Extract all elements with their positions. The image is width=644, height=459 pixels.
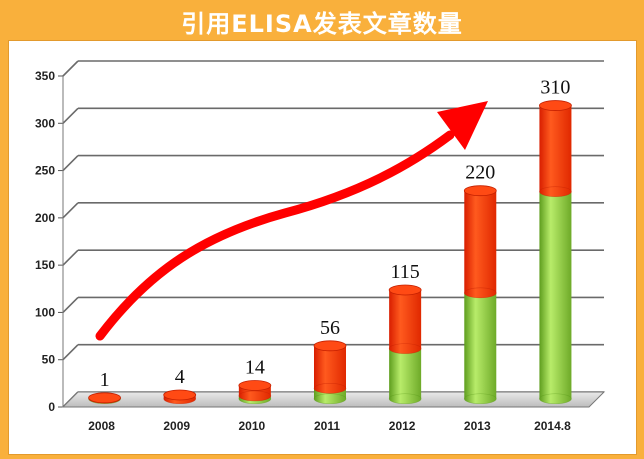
y-tick-label: 250 [35, 164, 55, 178]
bar-top [463, 185, 497, 197]
trend-arrow-shaft [95, 130, 455, 341]
bar-green [539, 191, 572, 404]
value-label: 4 [175, 366, 185, 388]
bar-segment-edge [463, 287, 497, 299]
y-tick-label: 0 [48, 400, 55, 414]
bar-top [313, 340, 347, 352]
gridline-diagonal [62, 60, 79, 77]
x-tick-label: 2011 [314, 419, 340, 433]
bar-segment-edge [539, 186, 572, 197]
x-tick-label: 2009 [163, 419, 190, 433]
bar-red [539, 105, 572, 197]
gridline-diagonal [62, 296, 79, 313]
value-label: 56 [320, 317, 340, 339]
value-label: 1 [100, 369, 110, 391]
value-label: 115 [391, 261, 420, 283]
bar-segment-edge [388, 343, 422, 354]
chart-title: 引用ELISA发表文章数量 [181, 10, 463, 38]
bar-segment-edge [388, 393, 422, 405]
value-label: 14 [245, 357, 265, 379]
bar-segment-edge [238, 390, 272, 402]
bar-segment-edge [463, 393, 497, 405]
gridline-diagonal [62, 344, 79, 361]
bar-top [163, 389, 197, 401]
x-tick-label: 2012 [389, 419, 416, 433]
x-tick-label: 2010 [239, 419, 266, 433]
gridline-diagonal [62, 249, 79, 266]
y-tick-label: 300 [35, 116, 55, 130]
bar-segment-edge [539, 393, 572, 405]
y-tick-label: 100 [35, 305, 55, 319]
gridline-diagonal [62, 202, 79, 219]
bar-top [539, 100, 572, 111]
gridline-diagonal [62, 107, 79, 124]
bar-segment-edge [313, 383, 347, 394]
bar-green [389, 348, 422, 404]
value-label: 220 [465, 162, 495, 184]
bar-red [314, 345, 346, 394]
y-tick-label: 150 [35, 258, 55, 272]
x-tick-label: 2008 [88, 419, 115, 433]
bar-top [88, 392, 121, 404]
bar-red [389, 289, 422, 354]
bar-top [238, 380, 272, 391]
value-label: 310 [540, 77, 570, 99]
bar-segment-edge [313, 393, 347, 405]
y-tick-label: 200 [35, 211, 55, 225]
x-tick-label: 2014.8 [534, 419, 571, 433]
trend-arrow-head [437, 101, 488, 150]
y-tick-label: 350 [35, 69, 55, 83]
bar-top [388, 284, 422, 296]
y-tick-label: 50 [42, 353, 56, 367]
x-tick-label: 2013 [464, 419, 491, 433]
bar-red [464, 190, 497, 298]
gridline-diagonal [62, 155, 79, 172]
bar-green [464, 292, 497, 404]
